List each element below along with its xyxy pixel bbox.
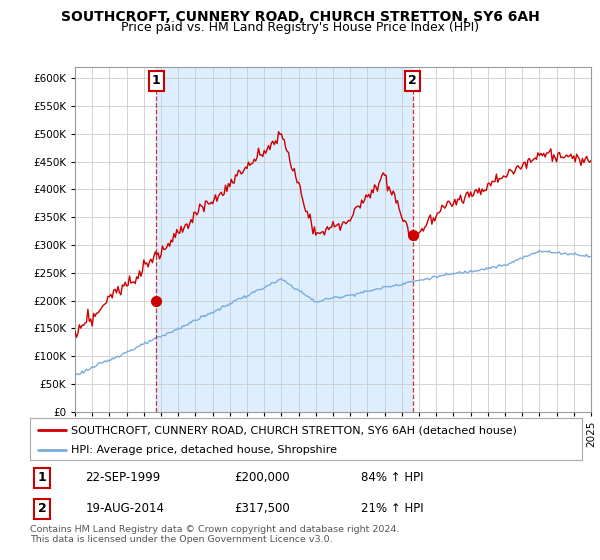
Text: 22-SEP-1999: 22-SEP-1999 bbox=[85, 472, 160, 484]
Bar bbox=[156, 67, 413, 412]
Text: 84% ↑ HPI: 84% ↑ HPI bbox=[361, 472, 424, 484]
Text: £200,000: £200,000 bbox=[234, 472, 290, 484]
Text: 2: 2 bbox=[38, 502, 47, 516]
Text: HPI: Average price, detached house, Shropshire: HPI: Average price, detached house, Shro… bbox=[71, 445, 337, 455]
Text: Price paid vs. HM Land Registry's House Price Index (HPI): Price paid vs. HM Land Registry's House … bbox=[121, 21, 479, 34]
Text: SOUTHCROFT, CUNNERY ROAD, CHURCH STRETTON, SY6 6AH (detached house): SOUTHCROFT, CUNNERY ROAD, CHURCH STRETTO… bbox=[71, 425, 517, 435]
Text: £317,500: £317,500 bbox=[234, 502, 290, 516]
Text: 2: 2 bbox=[408, 74, 417, 87]
Text: SOUTHCROFT, CUNNERY ROAD, CHURCH STRETTON, SY6 6AH: SOUTHCROFT, CUNNERY ROAD, CHURCH STRETTO… bbox=[61, 10, 539, 24]
Text: Contains HM Land Registry data © Crown copyright and database right 2024.
This d: Contains HM Land Registry data © Crown c… bbox=[30, 525, 400, 544]
Text: 19-AUG-2014: 19-AUG-2014 bbox=[85, 502, 164, 516]
Text: 1: 1 bbox=[152, 74, 161, 87]
Text: 21% ↑ HPI: 21% ↑ HPI bbox=[361, 502, 424, 516]
Text: 1: 1 bbox=[38, 472, 47, 484]
